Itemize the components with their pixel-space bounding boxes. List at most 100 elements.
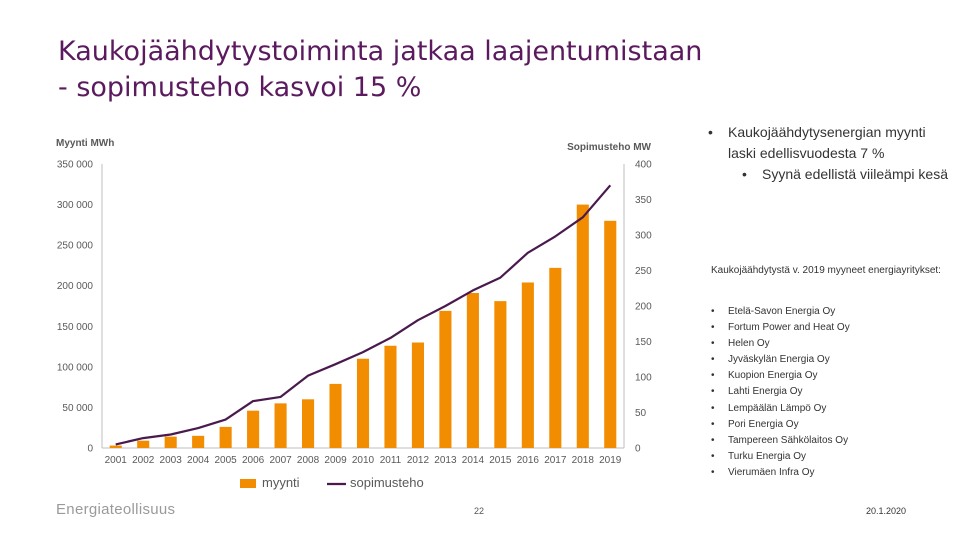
list-bullet: • xyxy=(711,370,715,382)
bar-myynti xyxy=(329,383,342,448)
bar-myynti xyxy=(439,310,452,448)
list-item: • Etelä-Savon Energia Oy xyxy=(711,304,850,320)
left-tick-label: 50 000 xyxy=(62,403,93,414)
company-name: Kuopion Energia Oy xyxy=(728,370,818,382)
list-bullet: • xyxy=(711,338,715,350)
list-bullet: • xyxy=(711,386,715,398)
right-tick-label: 400 xyxy=(635,160,652,171)
sales-and-capacity-chart: Myynti MWh Sopimusteho MW 0 50 000 100 000 15… xyxy=(56,138,652,490)
x-tick-label: 2015 xyxy=(489,455,512,466)
x-tick-label: 2007 xyxy=(269,455,292,466)
list-item: • Fortum Power and Heat Oy xyxy=(711,320,850,336)
left-tick-label: 200 000 xyxy=(57,281,94,292)
left-tick-label: 0 xyxy=(87,444,93,455)
bar-myynti xyxy=(604,220,617,448)
x-tick-label: 2006 xyxy=(242,455,265,466)
bar-myynti xyxy=(109,445,122,448)
x-tick-label: 2018 xyxy=(572,455,595,466)
brand-logo-text: Energiateollisuus xyxy=(56,501,176,518)
company-name: Pori Energia Oy xyxy=(728,418,799,430)
right-axis-title: Sopimusteho MW xyxy=(567,142,651,153)
list-bullet: • xyxy=(711,402,715,414)
left-axis-title: Myynti MWh xyxy=(56,138,114,149)
legend-label-sopimusteho: sopimusteho xyxy=(350,475,424,490)
company-name: Lempäälän Lämpö Oy xyxy=(728,402,827,414)
bar-myynti xyxy=(164,436,177,448)
bar-myynti xyxy=(137,440,150,448)
right-tick-label: 0 xyxy=(635,444,641,455)
company-name: Fortum Power and Heat Oy xyxy=(728,322,850,334)
bar-myynti xyxy=(411,342,424,448)
page-number: 22 xyxy=(474,506,485,516)
bullet-main: • Kaukojäähdytysenergian myynti laski ede… xyxy=(708,122,953,164)
list-item: • Pori Energia Oy xyxy=(711,417,850,433)
x-tick-label: 2009 xyxy=(324,455,347,466)
right-tick-label: 100 xyxy=(635,373,652,384)
left-tick-label: 250 000 xyxy=(57,241,94,252)
list-bullet: • xyxy=(711,434,715,446)
right-tick-label: 250 xyxy=(635,266,652,277)
bar-myynti xyxy=(466,293,479,448)
bullet-sub: • Syynä edellistä viileämpi kesä xyxy=(742,164,953,185)
list-bullet: • xyxy=(711,354,715,366)
list-item: • Jyväskylän Energia Oy xyxy=(711,352,850,368)
x-tick-label: 2019 xyxy=(599,455,622,466)
bullet-dot: • xyxy=(742,166,747,182)
bar-myynti xyxy=(247,410,260,448)
bar-myynti xyxy=(274,403,287,448)
x-tick-label: 2017 xyxy=(544,455,567,466)
list-bullet: • xyxy=(711,306,715,317)
right-tick-label: 350 xyxy=(635,195,652,206)
bar-myynti xyxy=(521,282,534,448)
legend-swatch-myynti xyxy=(240,479,256,488)
x-tick-label: 2008 xyxy=(297,455,320,466)
list-item: • Lahti Energia Oy xyxy=(711,384,850,400)
right-tick-label: 150 xyxy=(635,337,652,348)
x-tick-label: 2001 xyxy=(105,455,128,466)
list-item: • Kuopion Energia Oy xyxy=(711,368,850,384)
list-item: • Vierumäen Infra Oy xyxy=(711,465,850,481)
company-name: Turku Energia Oy xyxy=(728,450,806,462)
company-name: Lahti Energia Oy xyxy=(728,386,803,398)
footer-date: 20.1.2020 xyxy=(866,506,907,516)
list-item: • Lempäälän Lämpö Oy xyxy=(711,401,850,417)
left-tick-label: 300 000 xyxy=(57,200,94,211)
x-tick-label: 2013 xyxy=(434,455,457,466)
left-tick-label: 150 000 xyxy=(57,322,94,333)
bullet-sub-text: Syynä edellistä viileämpi kesä xyxy=(762,166,948,182)
right-tick-label: 50 xyxy=(635,408,647,419)
list-item: • Turku Energia Oy xyxy=(711,449,850,465)
companies-intro: Kaukojäähdytystä v. 2019 myyneet energia… xyxy=(711,265,941,276)
bar-myynti xyxy=(192,435,205,448)
left-tick-label: 350 000 xyxy=(57,160,94,171)
company-name: Jyväskylän Energia Oy xyxy=(728,354,830,366)
bar-myynti xyxy=(302,399,315,448)
company-name: Vierumäen Infra Oy xyxy=(728,466,815,478)
list-bullet: • xyxy=(711,322,715,334)
line-sopimusteho xyxy=(115,184,612,446)
bar-myynti xyxy=(576,204,589,448)
key-points: • Kaukojäähdytysenergian myynti laski ede… xyxy=(708,122,953,185)
right-tick-label: 200 xyxy=(635,302,652,313)
title-line-2: - sopimusteho kasvoi 15 % xyxy=(58,72,422,103)
x-tick-label: 2010 xyxy=(352,455,375,466)
bar-myynti xyxy=(356,358,370,448)
left-tick-label: 100 000 xyxy=(57,362,94,373)
right-tick-label: 300 xyxy=(635,231,652,242)
list-bullet: • xyxy=(711,418,715,430)
x-tick-label: 2002 xyxy=(132,455,155,466)
x-tick-label: 2005 xyxy=(215,455,238,466)
company-name: Helen Oy xyxy=(728,338,770,350)
title-line-1: Kaukojäähdytystoiminta jatkaa laajentumi… xyxy=(58,36,703,67)
x-tick-label: 2014 xyxy=(462,455,485,466)
bar-myynti xyxy=(384,345,397,448)
list-bullet: • xyxy=(711,466,715,478)
x-tick-label: 2011 xyxy=(380,455,402,466)
legend-label-myynti: myynti xyxy=(262,475,300,490)
x-tick-label: 2003 xyxy=(160,455,183,466)
page-title: Kaukojäähdytystoiminta jatkaa laajentumi… xyxy=(58,34,702,106)
x-tick-label: 2012 xyxy=(407,455,430,466)
companies-list: • Etelä-Savon Energia Oy • Fortum Power an… xyxy=(711,304,850,481)
list-item: • Helen Oy xyxy=(711,336,850,352)
bar-myynti xyxy=(549,267,562,448)
